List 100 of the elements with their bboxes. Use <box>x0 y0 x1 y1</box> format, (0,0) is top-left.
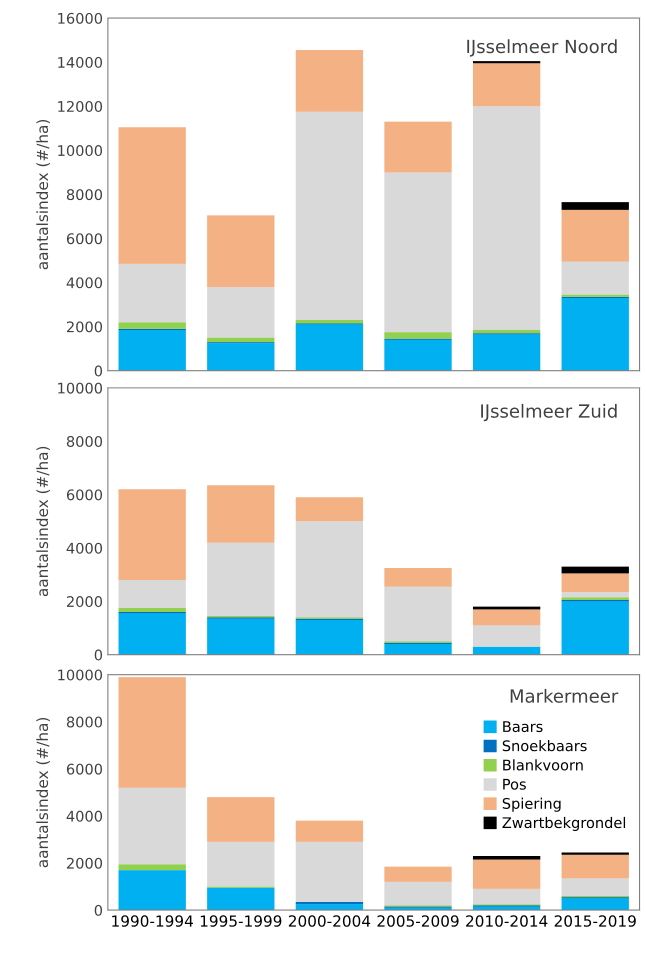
bar <box>118 489 186 580</box>
bar <box>118 264 186 322</box>
bar <box>296 521 364 618</box>
bar <box>118 127 186 264</box>
bar <box>384 644 452 655</box>
bar <box>207 797 274 842</box>
y-tick-label: 4000 <box>66 542 102 554</box>
bar <box>472 106 540 330</box>
y-tick-label: 0 <box>94 904 102 916</box>
text: IJsselmeer Zuid <box>481 404 617 422</box>
bar <box>472 625 540 647</box>
y-tick-label: 6000 <box>66 233 102 244</box>
bar <box>562 601 629 655</box>
bar <box>118 677 186 788</box>
legend-label: Snoekbaars <box>502 740 587 752</box>
legend-label: Spiering <box>502 798 561 812</box>
x-tick-label: 1995-1999 <box>200 915 282 927</box>
bar <box>296 620 364 655</box>
bar <box>207 542 274 616</box>
x-tick-label: 2000-2004 <box>288 915 370 927</box>
bar <box>296 842 364 902</box>
bar <box>384 882 452 906</box>
bar <box>296 50 364 112</box>
y-tick-label: 8000 <box>66 189 102 200</box>
y-tick-label: 8000 <box>66 716 102 728</box>
bar <box>118 788 186 864</box>
legend-label: Blankvoorn <box>503 759 583 771</box>
bar <box>118 870 186 910</box>
bar <box>118 322 186 329</box>
bar <box>472 330 540 334</box>
bar <box>384 332 452 339</box>
bar <box>118 613 186 655</box>
legend-label: Baars <box>503 721 543 732</box>
bar <box>472 606 540 610</box>
bar <box>207 485 274 543</box>
bar <box>296 320 364 324</box>
y-tick-label: 10000 <box>58 145 102 156</box>
bar <box>384 586 452 642</box>
y-tick-label: 16000 <box>58 12 102 24</box>
x-tick-label: 2010-2014 <box>466 915 548 927</box>
y-tick-label: 2000 <box>66 321 102 332</box>
bar <box>472 860 540 889</box>
bar <box>296 112 364 320</box>
y-tick-label: 0 <box>94 365 102 376</box>
y-tick-label: 4000 <box>66 810 102 822</box>
bar <box>118 608 186 612</box>
bar <box>562 898 629 910</box>
y-tick-label: 6000 <box>66 764 102 775</box>
legend-label: Zwartbekgrondel <box>502 816 626 832</box>
text: IJsselmeer Noord <box>467 39 617 57</box>
bar <box>472 646 540 655</box>
y-tick-label: 8000 <box>66 436 102 447</box>
y-tick-label: 14000 <box>58 56 102 68</box>
bar <box>118 580 186 608</box>
bar <box>207 842 274 887</box>
bar <box>472 609 540 626</box>
bar <box>562 202 629 210</box>
bar <box>562 878 629 896</box>
x-tick-label: 2005-2009 <box>377 915 459 927</box>
bar <box>562 592 629 598</box>
bar <box>384 866 452 882</box>
bar <box>562 566 629 574</box>
y-tick-label: 0 <box>94 649 102 660</box>
text: Markermeer <box>510 688 618 703</box>
bar <box>384 172 452 332</box>
bar <box>296 324 364 371</box>
y-axis-title: aantalsindex (#/ha) <box>36 718 50 868</box>
y-tick-label: 2000 <box>66 858 102 869</box>
bar <box>207 338 274 342</box>
bar <box>472 888 540 904</box>
bar <box>472 856 540 860</box>
bar <box>296 820 364 842</box>
bar <box>562 597 629 600</box>
bar <box>562 210 629 262</box>
y-axis-title: aantalsindex (#/ha) <box>36 446 50 596</box>
bar <box>207 618 274 655</box>
y-tick-label: 2000 <box>66 596 102 608</box>
bar <box>562 298 629 371</box>
bar <box>562 854 629 878</box>
bar <box>296 904 364 910</box>
bar <box>118 330 186 371</box>
y-tick-label: 6000 <box>66 489 102 500</box>
bar <box>118 864 186 870</box>
bar <box>562 852 629 855</box>
bar <box>472 334 540 371</box>
bar <box>384 122 452 172</box>
x-tick-label: 2015-2019 <box>554 915 636 927</box>
bar <box>384 340 452 371</box>
bar <box>207 888 274 910</box>
bar <box>562 262 629 295</box>
bar <box>207 286 274 338</box>
y-tick-label: 12000 <box>58 100 102 112</box>
y-tick-label: 10000 <box>58 669 102 680</box>
bar <box>296 497 364 522</box>
legend-label: Pos <box>503 778 526 790</box>
bar <box>562 573 629 592</box>
bar <box>384 568 452 587</box>
y-tick-label: 4000 <box>66 277 102 288</box>
bar <box>207 343 274 371</box>
y-tick-label: 10000 <box>58 382 102 394</box>
